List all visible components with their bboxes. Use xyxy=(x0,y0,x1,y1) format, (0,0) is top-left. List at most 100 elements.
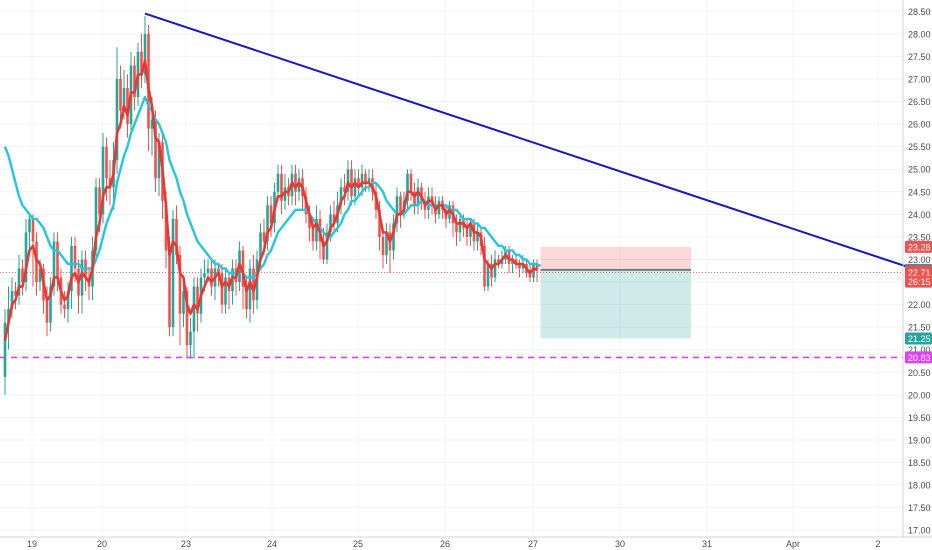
candle xyxy=(21,259,24,296)
stop-loss-zone[interactable] xyxy=(540,246,692,270)
candle xyxy=(315,205,318,251)
price-tick-label: 28.50 xyxy=(908,7,931,17)
price-tick-label: 26.50 xyxy=(908,97,931,107)
candle xyxy=(297,169,301,201)
candle-body xyxy=(49,286,52,323)
candle xyxy=(339,178,343,215)
price-tick-label: 21.50 xyxy=(908,323,931,333)
candle xyxy=(269,196,273,237)
price-badge-text: 26:15 xyxy=(908,277,931,287)
candle xyxy=(406,169,409,210)
candle xyxy=(143,15,147,84)
price-tick-label: 20.00 xyxy=(908,390,931,400)
price-tick-label: 25.50 xyxy=(908,142,931,152)
candle-body xyxy=(483,245,486,287)
time-tick-label: 2 xyxy=(875,539,880,549)
candle xyxy=(133,56,136,111)
candle-body xyxy=(168,250,171,328)
candle-body xyxy=(455,223,458,233)
candle-body xyxy=(308,214,311,228)
candle xyxy=(346,160,350,201)
candle xyxy=(220,263,224,314)
candle-body xyxy=(175,218,178,255)
grid-lines xyxy=(0,0,903,537)
candle-body xyxy=(437,200,441,215)
candle xyxy=(497,254,500,269)
candle xyxy=(437,196,441,219)
price-axis[interactable]: 17.00 17.50 18.00 18.50 19.00 19.50 20.00 20.50… xyxy=(902,0,931,537)
time-tick-label: 31 xyxy=(702,539,712,549)
candle-body xyxy=(518,263,521,269)
candle-body xyxy=(52,241,56,287)
candle-body xyxy=(143,33,147,75)
price-tick-label: 17.00 xyxy=(908,526,931,536)
take-profit-zone[interactable] xyxy=(540,269,692,339)
candle-body xyxy=(469,223,472,237)
candle-body xyxy=(182,291,185,314)
candle-body xyxy=(189,331,192,346)
candle xyxy=(171,209,175,337)
candle xyxy=(493,250,497,283)
price-tick-label: 20.50 xyxy=(908,368,931,378)
candle xyxy=(350,160,353,206)
candle xyxy=(189,318,192,359)
candle-body xyxy=(283,187,287,201)
price-tick-label: 27.00 xyxy=(908,74,931,84)
candle-body xyxy=(378,209,381,237)
time-axis[interactable]: 19 20 23 24 25 26 27 30 31 Apr 2 xyxy=(0,536,932,549)
price-tick-label: 22.00 xyxy=(908,300,931,310)
candle-body xyxy=(164,200,168,251)
price-tick-label: 25.00 xyxy=(908,165,931,175)
candle-body xyxy=(28,218,31,233)
candle-body xyxy=(248,268,252,310)
candle xyxy=(413,182,416,215)
candle-body xyxy=(427,196,430,210)
candle-body xyxy=(346,169,350,192)
candle-body xyxy=(66,291,70,310)
candle xyxy=(343,173,346,206)
price-badge-text: 20.83 xyxy=(908,353,931,363)
candle-body xyxy=(185,291,189,346)
candle-body xyxy=(259,232,262,260)
candle-body xyxy=(3,322,7,377)
candle-body xyxy=(98,187,101,215)
candle xyxy=(84,250,87,292)
candle xyxy=(227,273,231,310)
candle xyxy=(448,200,451,224)
downtrend-line[interactable] xyxy=(144,12,932,431)
candle-body xyxy=(105,146,108,179)
candle-body xyxy=(413,191,416,206)
price-badge: 23.28 xyxy=(905,240,932,253)
candle-body xyxy=(392,223,395,251)
price-tick-label: 27.50 xyxy=(908,52,931,62)
price-tick-label: 18.50 xyxy=(908,458,931,468)
candle-body xyxy=(280,173,283,201)
candle-body xyxy=(10,291,14,310)
candle-body xyxy=(241,250,245,287)
candle xyxy=(126,74,129,138)
candle-body xyxy=(217,268,220,274)
candle-body xyxy=(406,173,409,201)
candle-body xyxy=(269,205,273,224)
candle-body xyxy=(458,218,462,233)
candle-body xyxy=(35,241,38,283)
candle xyxy=(80,250,84,314)
candle-body xyxy=(294,173,297,192)
candle xyxy=(514,254,518,269)
candle xyxy=(381,227,385,269)
candle xyxy=(385,223,388,264)
candle xyxy=(3,309,7,395)
candle xyxy=(490,254,493,287)
price-badge: 20.83 xyxy=(905,351,932,364)
candle xyxy=(409,169,413,201)
candle xyxy=(395,187,399,233)
candle xyxy=(210,259,213,296)
candle-body xyxy=(409,173,413,192)
candle xyxy=(280,164,283,215)
candle xyxy=(399,191,402,228)
candle xyxy=(518,259,521,278)
candle-body xyxy=(395,196,399,224)
candle-body xyxy=(420,187,423,201)
